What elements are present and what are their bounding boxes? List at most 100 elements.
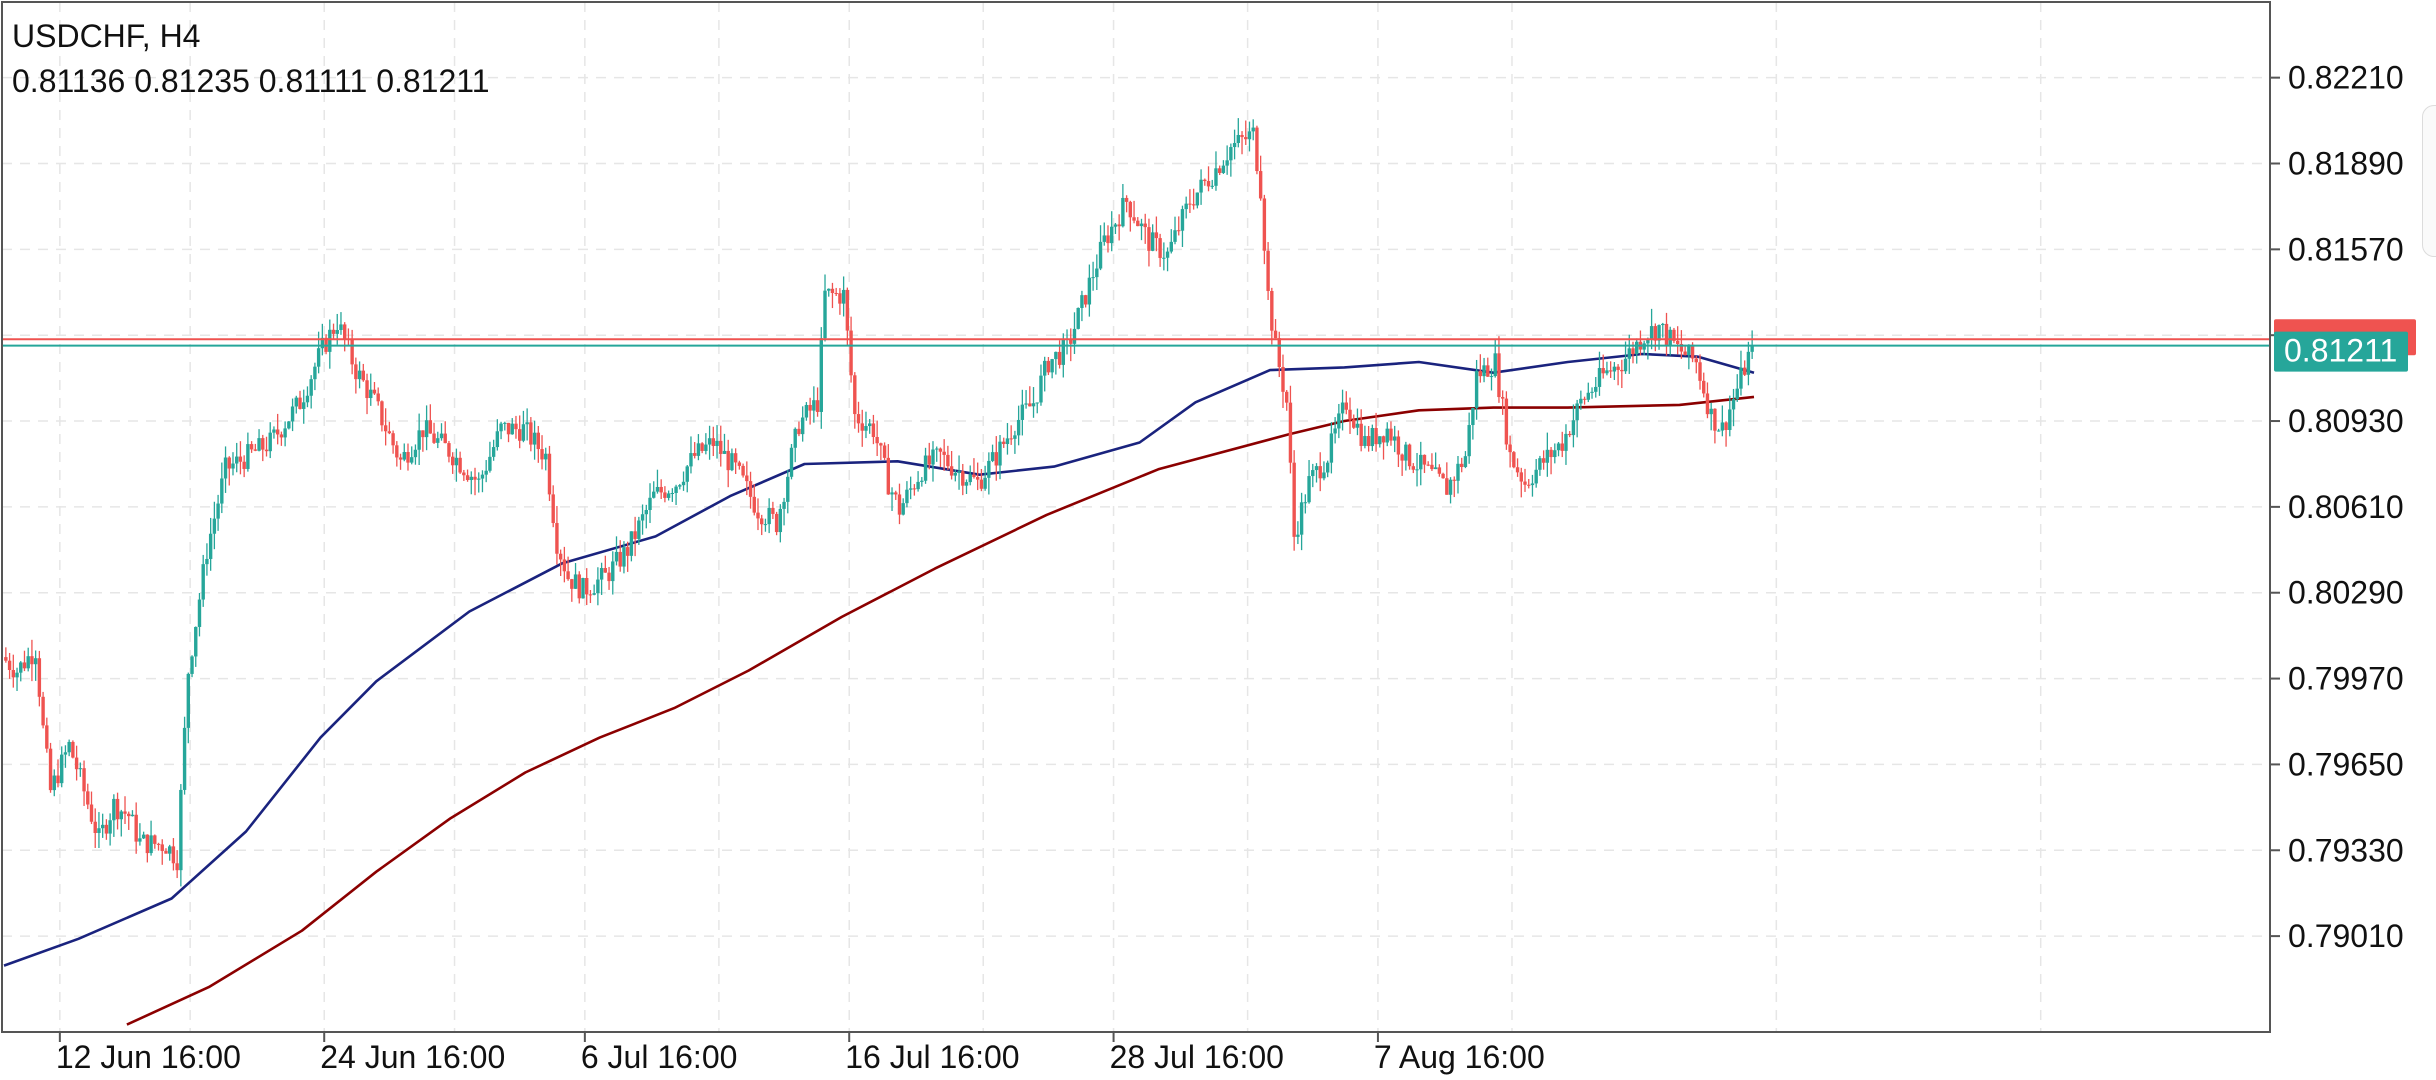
candle-body (1042, 360, 1047, 376)
candle (1325, 460, 1330, 478)
candle (104, 819, 109, 840)
candle-body (838, 293, 842, 304)
candle-body (953, 472, 958, 476)
side-panel-handle[interactable] (2422, 105, 2436, 257)
candle-body (1675, 340, 1680, 344)
candle (1370, 424, 1375, 451)
candle-body (1635, 341, 1639, 355)
candle (1057, 340, 1062, 369)
candle (1262, 194, 1267, 265)
candle-body (78, 768, 83, 770)
candle-body (1605, 370, 1609, 374)
candle-body (1124, 197, 1129, 202)
candle (536, 426, 541, 463)
candle-body (514, 423, 518, 430)
candle-body (112, 798, 116, 821)
candle (324, 334, 328, 355)
candle (622, 541, 626, 574)
candle (261, 434, 265, 462)
candle (935, 446, 939, 462)
candle (748, 471, 753, 509)
candle-body (1113, 224, 1118, 227)
candle-body (398, 457, 403, 460)
candle-body (1392, 436, 1397, 441)
candle-body (387, 431, 392, 434)
candle (730, 448, 734, 472)
candle (1199, 169, 1203, 205)
candle-body (577, 574, 581, 599)
candle-body (7, 660, 12, 670)
candle-body (1731, 399, 1736, 410)
candle-body (1158, 238, 1162, 258)
candle (737, 460, 742, 470)
candle (1031, 387, 1036, 418)
candle-body (1173, 230, 1177, 242)
candle-body (1560, 443, 1564, 451)
candle (1381, 435, 1386, 460)
candle (1266, 242, 1270, 300)
candle-body (737, 462, 742, 466)
candle (573, 563, 578, 589)
candle-body (1221, 165, 1226, 173)
candle-body (331, 329, 336, 334)
candle (115, 792, 120, 830)
candle (436, 431, 440, 449)
candle (1675, 326, 1680, 355)
candle (1177, 216, 1181, 236)
candle-body (1203, 179, 1207, 182)
candle (1471, 407, 1475, 440)
candle-body (1083, 295, 1088, 305)
candle-body (71, 741, 75, 758)
candle-body (573, 574, 578, 589)
candle-body (134, 814, 138, 842)
candle-body (1661, 323, 1665, 326)
candle (253, 443, 258, 452)
candle (663, 486, 667, 503)
candle (1445, 462, 1449, 495)
candle-body (421, 430, 425, 438)
candle-body (197, 599, 202, 627)
candle-body (1270, 291, 1274, 331)
candle-body (417, 430, 421, 450)
candle (1456, 456, 1460, 494)
candle (733, 448, 738, 474)
candle (1433, 452, 1438, 470)
candle (7, 652, 12, 679)
candle (1616, 364, 1620, 386)
candle (849, 316, 853, 383)
candle-body (570, 579, 574, 589)
candle (354, 357, 358, 394)
candle (160, 839, 164, 865)
candle-body (484, 470, 488, 475)
candle (1687, 344, 1691, 370)
candle (722, 433, 727, 455)
candle-body (503, 422, 507, 424)
candle-body (1474, 370, 1479, 409)
candle-body (786, 476, 790, 502)
candle-body (983, 477, 987, 489)
candle (1214, 151, 1218, 191)
candle (585, 568, 589, 606)
candle-body (741, 465, 745, 476)
y-tick-label: 0.79650 (2288, 746, 2404, 782)
candle-body (164, 851, 168, 854)
candle (1508, 435, 1512, 468)
x-tick-label: 12 Jun 16:00 (56, 1039, 241, 1075)
candle (1694, 355, 1698, 374)
candle (1270, 287, 1274, 345)
candle (953, 469, 958, 482)
candle-body (819, 338, 823, 412)
candle (1154, 216, 1159, 252)
y-tick-label: 0.79970 (2288, 661, 2404, 697)
candle-body (432, 433, 436, 443)
candle (268, 422, 272, 459)
candle-body (335, 330, 339, 334)
candle (194, 626, 198, 667)
candle-body (1169, 241, 1173, 252)
candle-body (555, 523, 559, 554)
candle-body (1046, 360, 1051, 373)
candle (186, 672, 191, 744)
candle (484, 460, 488, 483)
